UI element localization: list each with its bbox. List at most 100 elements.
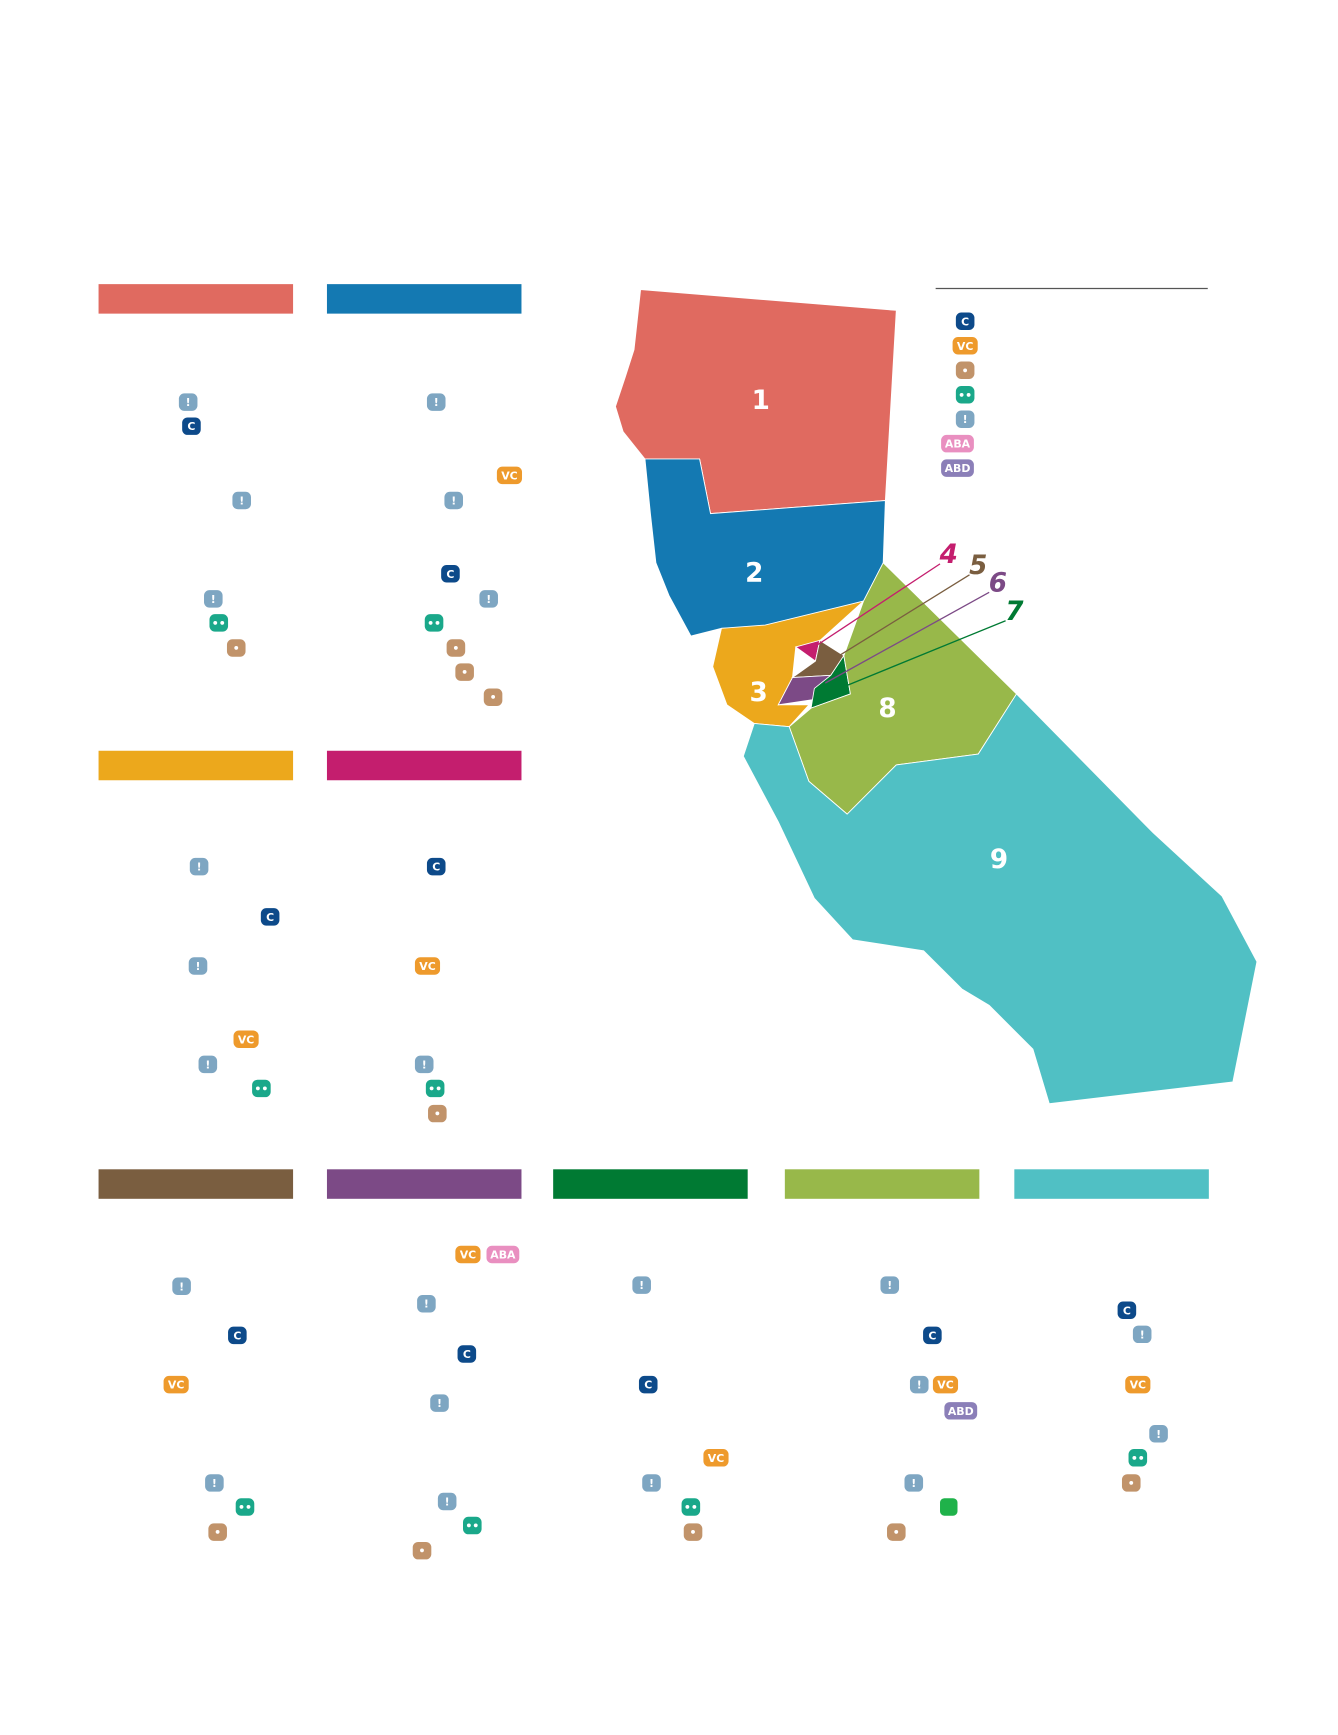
badge-label: ! [434,396,439,409]
badge-label: ABA [490,1249,516,1262]
badge [205,1474,224,1492]
badge [887,1523,906,1541]
badge-label: VC [957,340,973,353]
badge-label: • [1128,1477,1135,1490]
badge-label: C [463,1348,471,1361]
badge-label: VC [460,1249,476,1262]
badge [457,1345,477,1363]
badge [437,1492,457,1511]
badge [681,1498,701,1516]
badge [428,1104,447,1123]
badge [235,1498,255,1516]
badge-label: C [1123,1304,1131,1317]
badge [426,393,446,411]
badge-label: • [490,691,497,704]
badge [941,434,974,453]
badge-label: ABD [948,1405,974,1418]
region-number: 1 [752,386,770,416]
badge-label: •• [212,617,226,630]
badge-label: ! [639,1279,644,1292]
badge [638,1375,658,1394]
badge-label: ! [887,1279,892,1292]
badge [455,1245,481,1264]
callout-number: 7 [1005,597,1024,627]
badge-label: ! [445,1496,450,1509]
panel-header-bar [326,750,522,781]
badge-label: C [432,861,440,874]
badge [209,614,229,632]
badge [955,385,975,404]
badge [444,491,464,510]
badge-label: VC [419,960,435,973]
badge [496,466,523,485]
region-panel: CVC!••• [326,750,522,1123]
badge [228,1326,247,1345]
badge-label: ! [212,1477,217,1490]
badge-label: ! [1140,1328,1145,1341]
region-panel: !VC!C!••••• [326,284,523,706]
badge [441,564,460,583]
badge [208,1523,227,1541]
badge [1125,1375,1151,1394]
status-square [940,1498,958,1516]
badge [1149,1425,1168,1443]
region-number: 9 [990,845,1008,875]
badge-label: C [233,1329,241,1342]
badge-label: • [214,1526,221,1539]
badge [1121,1474,1141,1492]
badge [182,417,201,435]
callout-number: 4 [939,540,958,570]
badge-label: VC [1130,1379,1146,1392]
badge-label: •• [684,1501,698,1514]
badge-label: • [434,1108,441,1121]
badge-label: ! [486,593,491,606]
badge-label: • [461,666,468,679]
badge-label: ! [963,413,968,426]
badge-label: •• [465,1520,479,1533]
badge [178,393,198,411]
badge-label: • [233,642,240,655]
badge [417,1294,436,1313]
badge [188,957,208,975]
region-panel: C!VC!••• [1014,1169,1209,1492]
badge [172,1277,191,1295]
panel-header-bar [1014,1169,1209,1199]
badge-label: ! [917,1379,922,1392]
callout-number: 5 [969,551,987,581]
panel-header-bar [784,1169,980,1199]
badge-label: •• [1131,1452,1145,1465]
badge [479,590,498,608]
panel-header-bar [98,750,294,781]
badge [944,1402,978,1420]
badge [232,491,252,510]
badge-label: ! [196,960,201,973]
badge-label: •• [427,617,441,630]
badge [955,312,975,331]
badge [260,908,280,926]
badge [1128,1449,1148,1467]
badge-label: VC [238,1033,254,1046]
badge [163,1375,189,1394]
badge [414,957,441,975]
badge-label: ! [422,1058,427,1071]
badge [1117,1301,1137,1320]
badge-label: C [961,315,969,328]
badge-label: • [962,364,969,377]
badge-label: ! [911,1477,916,1490]
panel-header-bar [98,1169,294,1199]
badge-label: •• [428,1082,442,1095]
badge [483,688,503,706]
region-number: 2 [745,559,763,589]
badge [642,1474,661,1492]
badge-label: ABA [945,438,971,451]
badge-label: • [893,1526,900,1539]
badge-label: • [690,1526,697,1539]
badge [424,614,444,632]
badge [932,1375,959,1394]
badge-label: VC [501,469,517,482]
badge-label: ! [186,396,191,409]
badge-label: C [446,568,454,581]
region-panel: !CVC!••• [98,1169,294,1541]
badge [204,590,223,608]
badge [632,1276,651,1294]
